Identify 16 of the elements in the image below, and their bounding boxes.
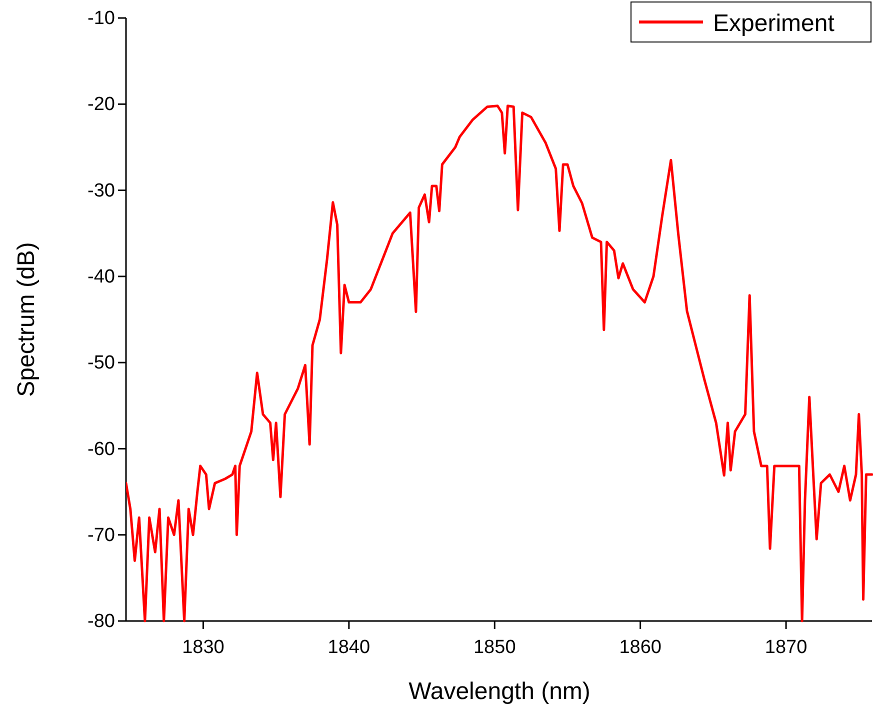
y-tick-label: -20 <box>88 94 115 116</box>
y-tick-label: -80 <box>88 611 115 632</box>
x-tick-label: 1860 <box>619 636 662 658</box>
x-tick-label: 1870 <box>764 636 808 658</box>
y-tick-label: -10 <box>88 8 115 30</box>
y-tick-label: -40 <box>88 266 115 288</box>
x-axis-title: Wavelength (nm) <box>408 678 590 705</box>
y-tick-label: -50 <box>88 352 115 374</box>
y-axis-title: Spectrum (dB) <box>13 242 40 397</box>
x-tick-label: 1840 <box>328 636 370 658</box>
legend-label: Experiment <box>713 10 835 37</box>
y-tick-label: -60 <box>88 438 115 460</box>
x-tick-label: 1830 <box>182 636 224 658</box>
x-tick-label: 1850 <box>473 636 516 658</box>
y-tick-label: -70 <box>88 524 115 546</box>
y-tick-label: -30 <box>88 180 115 202</box>
